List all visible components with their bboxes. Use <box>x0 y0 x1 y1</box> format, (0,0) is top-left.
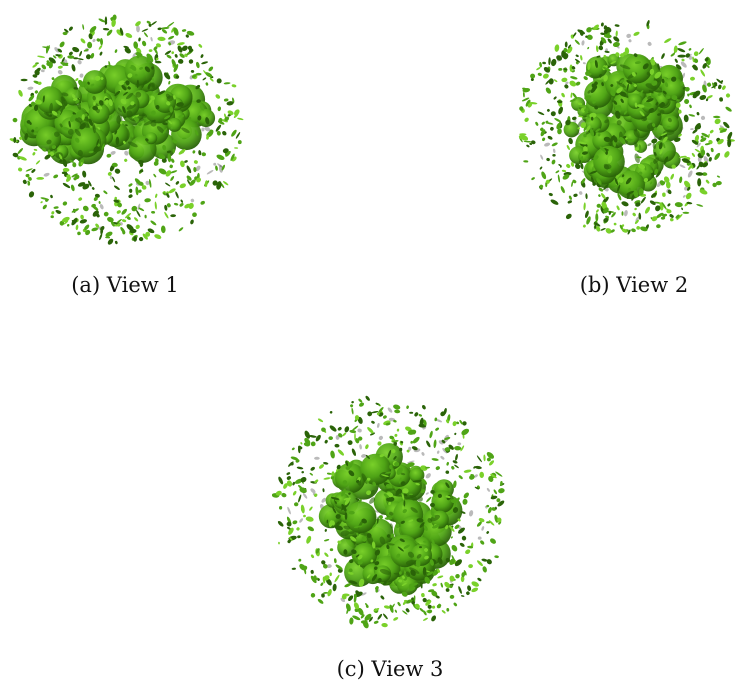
caption-view-2: (b) View 2 <box>579 273 689 297</box>
isosurface-render-view-1 <box>9 14 244 245</box>
isosurface-render-view-2 <box>518 20 735 235</box>
caption-view-1: (a) View 1 <box>71 273 179 297</box>
isosurface-render-view-3 <box>272 395 505 629</box>
caption-view-3: (c) View 3 <box>336 657 444 681</box>
